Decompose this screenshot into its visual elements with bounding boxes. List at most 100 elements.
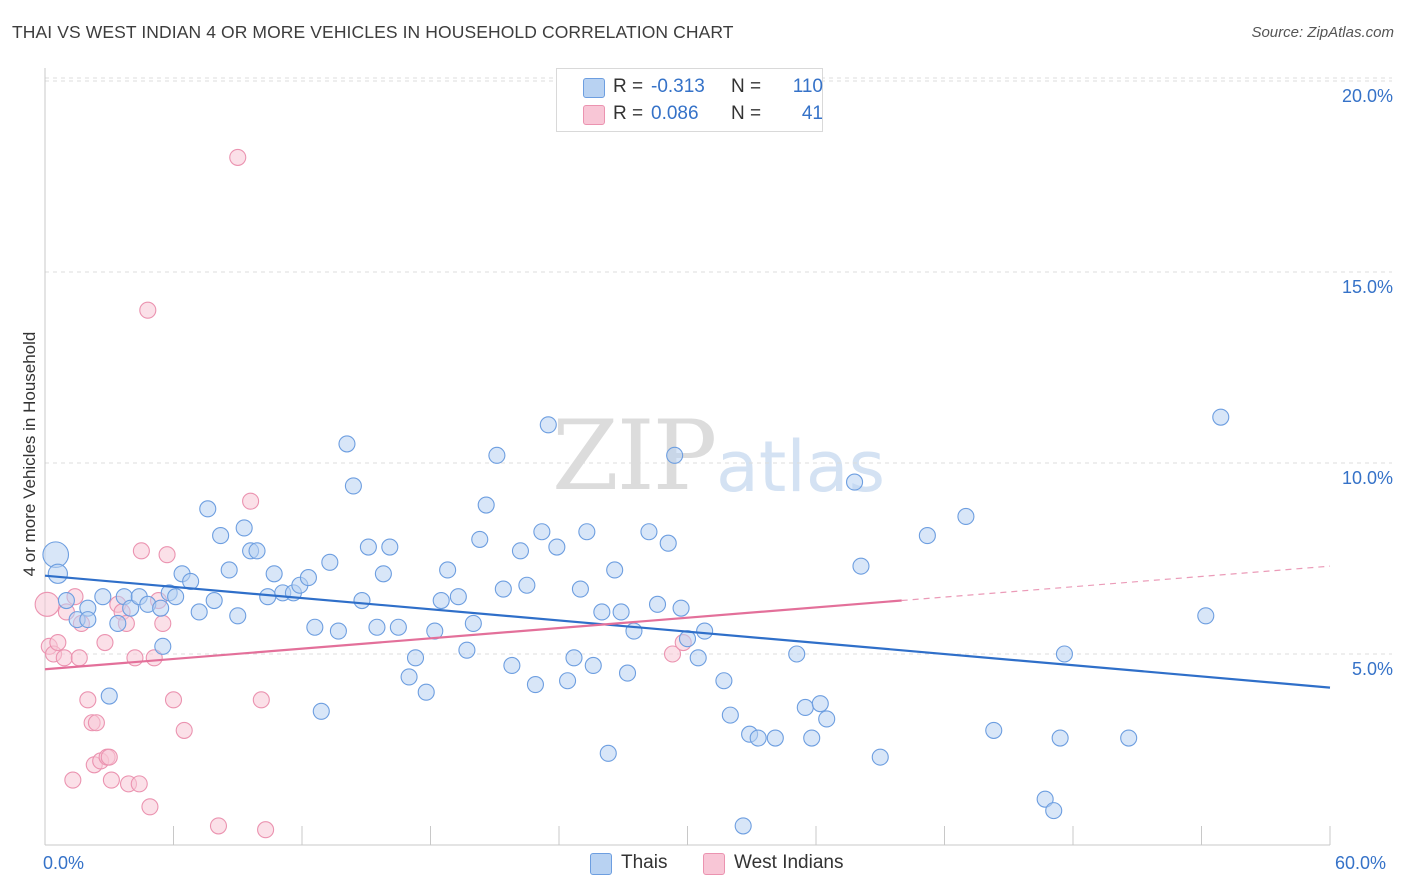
thais-point xyxy=(1197,607,1215,625)
thais-point xyxy=(235,519,253,537)
west-indians-point xyxy=(132,542,150,560)
thais-point xyxy=(811,695,829,713)
thais-point xyxy=(985,721,1003,739)
thais-point xyxy=(957,507,975,526)
thais-point xyxy=(918,527,936,545)
thais-point xyxy=(79,611,97,629)
west-indians-n-value: 41 xyxy=(801,103,823,124)
thais-point xyxy=(152,599,170,617)
west-indians-point xyxy=(64,771,82,789)
thais-point xyxy=(265,565,283,583)
thais-point xyxy=(640,523,658,541)
thais-point xyxy=(57,591,75,610)
thais-point xyxy=(109,614,127,632)
west-indians-swatch xyxy=(583,105,605,125)
thais-point xyxy=(803,729,821,747)
west-indians-r-value: 0.086 xyxy=(651,103,699,124)
west-indians-point xyxy=(49,633,67,652)
thais-point xyxy=(503,656,521,675)
west-indians-point xyxy=(70,649,88,667)
thais-point xyxy=(618,664,637,682)
thais-point xyxy=(312,702,330,720)
thais-point xyxy=(359,538,377,556)
thais-point xyxy=(329,622,347,640)
thais-point xyxy=(494,580,512,598)
thais-point xyxy=(259,588,277,606)
thais-point xyxy=(766,729,784,747)
thais-n-label: N = xyxy=(731,76,762,97)
west-indians-point xyxy=(164,691,183,709)
west-indians-point xyxy=(55,649,73,667)
y-tick-20: 20.0% xyxy=(1341,86,1393,106)
watermark-atlas: atlas xyxy=(716,426,886,508)
thais-point xyxy=(518,576,536,594)
thais-point xyxy=(648,595,667,613)
west-indians-trend-line xyxy=(44,599,902,671)
west-indians-point xyxy=(34,591,60,617)
thais-point xyxy=(190,603,208,621)
thais-point xyxy=(788,645,806,663)
west-indians-point xyxy=(102,771,120,789)
thais-point xyxy=(42,541,70,569)
thais-point xyxy=(381,538,399,556)
stats-legend: R = -0.313 N = 110 R = 0.086 N = 41 xyxy=(556,68,823,132)
watermark-zip: ZIP xyxy=(552,400,717,512)
thais-swatch xyxy=(583,78,605,98)
thais-point xyxy=(526,676,544,694)
west-indians-point xyxy=(130,775,148,793)
x-tick-max: 60.0% xyxy=(1335,853,1387,873)
thais-point xyxy=(1055,645,1073,663)
west-indians-point xyxy=(96,633,114,652)
thais-point xyxy=(599,744,617,762)
thais-point xyxy=(818,710,836,728)
thais-point xyxy=(94,588,112,606)
west-indians-point xyxy=(87,714,105,732)
west-indians-point xyxy=(139,301,157,319)
y-axis-label: 4 or more Vehicles in Household xyxy=(20,331,39,577)
thais-point xyxy=(1051,729,1069,747)
thais-point xyxy=(306,618,324,636)
source-label: Source: ZipAtlas.com xyxy=(1251,24,1394,41)
thais-point xyxy=(406,649,425,667)
legend-thais-label: Thais xyxy=(621,852,668,873)
thais-point xyxy=(229,607,247,625)
legend-west-indians-swatch xyxy=(703,853,725,875)
thais-point xyxy=(432,591,450,610)
thais-point xyxy=(338,435,356,453)
thais-point xyxy=(696,622,714,640)
thais-point xyxy=(539,416,557,434)
thais-n-value: 110 xyxy=(792,76,823,97)
thais-trend-line xyxy=(44,574,1331,689)
west-indians-point xyxy=(252,691,270,709)
thais-point xyxy=(734,817,752,835)
legend-thais-swatch xyxy=(590,853,612,875)
thais-point xyxy=(548,538,566,556)
west-indians-point xyxy=(663,645,682,663)
thais-point xyxy=(471,530,489,548)
thais-point xyxy=(1120,729,1138,747)
thais-point xyxy=(689,649,707,667)
west-indians-point xyxy=(141,798,159,816)
thais-point xyxy=(439,561,457,579)
thais-point xyxy=(565,649,583,667)
thais-r-label: R = xyxy=(613,76,644,97)
thais-point xyxy=(796,698,814,717)
thais-point xyxy=(205,591,223,610)
thais-point xyxy=(533,523,551,541)
thais-point xyxy=(477,496,495,514)
thais-point xyxy=(248,542,266,560)
thais-point xyxy=(511,542,530,560)
west-indians-point xyxy=(158,546,176,564)
thais-point xyxy=(417,683,435,701)
thais-point xyxy=(715,672,733,690)
thais-point xyxy=(1036,790,1054,808)
west-indians-point xyxy=(175,721,193,739)
thais-point xyxy=(400,668,418,686)
y-tick-5: 5.0% xyxy=(1351,659,1393,679)
thais-point xyxy=(321,553,339,571)
west-indians-point xyxy=(79,691,97,709)
legend-west-indians-label: West Indians xyxy=(734,852,844,873)
thais-point xyxy=(571,580,589,598)
thais-point xyxy=(584,656,602,675)
thais-point xyxy=(199,500,217,518)
